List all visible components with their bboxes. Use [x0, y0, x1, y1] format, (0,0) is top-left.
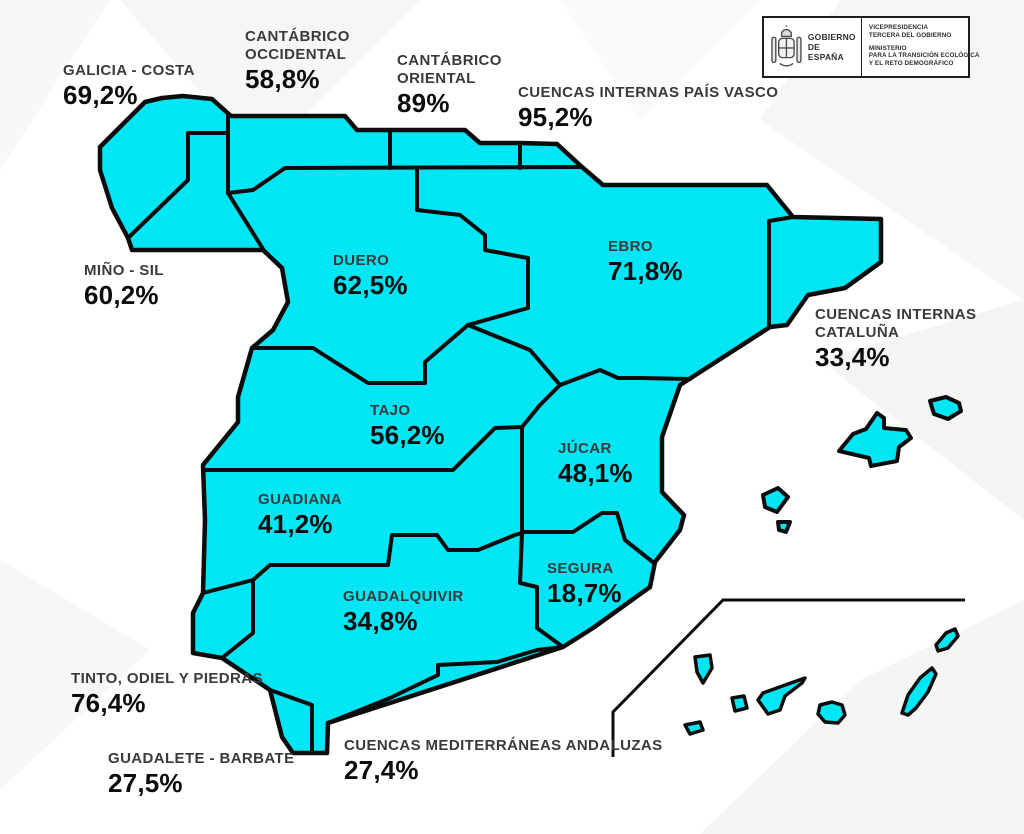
border-ebro-cataluna	[767, 215, 795, 327]
basin-value: 62,5%	[333, 270, 408, 300]
island-la-palma	[693, 653, 714, 685]
basin-value: 95,2%	[518, 102, 593, 132]
basin-value: 27,5%	[108, 768, 183, 798]
border-segura-guadalquivir	[518, 531, 565, 649]
border-guadiana-guadalquivir	[268, 531, 524, 567]
basin-label-guadiana: GUADIANA 41,2%	[258, 491, 342, 538]
basin-name: CUENCAS MEDITERRÁNEAS ANDALUZAS	[344, 737, 663, 754]
gobierno-text: GOBIERNO DE ESPAÑA	[808, 32, 857, 62]
border-tajo-jucar	[520, 383, 562, 534]
basin-name: GALICIA - COSTA	[63, 62, 195, 79]
border-galicia-costa	[126, 113, 230, 240]
ministry-text: VICEPRESIDENCIA TERCERA DEL GOBIERNO MIN…	[862, 18, 984, 76]
island-mallorca	[837, 411, 913, 468]
basin-borders	[126, 113, 795, 755]
basin-label-cataluna: CUENCAS INTERNAS CATALUÑA 33,4%	[815, 306, 976, 371]
basin-name: CUENCAS INTERNAS PAÍS VASCO	[518, 84, 779, 101]
basin-value: 48,1%	[558, 458, 633, 488]
basin-value: 33,4%	[815, 342, 890, 372]
border-jucar-segura	[520, 511, 656, 565]
island-fuerteventura	[900, 666, 938, 717]
basin-name: CANTÁBRICO OCCIDENTAL	[245, 28, 350, 63]
border-tajo-guadiana	[201, 425, 524, 472]
basin-value: 76,4%	[71, 688, 146, 718]
peninsula-outline	[97, 93, 884, 756]
basin-value: 18,7%	[547, 578, 622, 608]
dept-line: Y EL RETO DEMOGRÁFICO	[868, 60, 954, 68]
island-la-gomera	[730, 694, 749, 713]
basin-label-mediterraneas-andaluzas: CUENCAS MEDITERRÁNEAS ANDALUZAS 27,4%	[344, 737, 663, 784]
basin-name: JÚCAR	[558, 440, 612, 457]
border-duero-tajo	[250, 323, 470, 385]
basin-label-cantabrico-oriental: CANTÁBRICO ORIENTAL 89%	[397, 52, 502, 117]
basin-label-tinto-odiel-piedras: TINTO, ODIEL Y PIEDRAS 76,4%	[71, 670, 263, 717]
basin-label-segura: SEGURA 18,7%	[547, 560, 622, 607]
basin-value: 58,8%	[245, 64, 320, 94]
island-lanzarote	[934, 627, 960, 653]
basin-label-cantabrico-occidental: CANTÁBRICO OCCIDENTAL 58,8%	[245, 28, 350, 93]
basin-value: 60,2%	[84, 280, 159, 310]
basin-name: CUENCAS INTERNAS CATALUÑA	[815, 306, 977, 341]
basin-label-ebro: EBRO 71,8%	[608, 238, 683, 285]
canary-islands	[683, 627, 960, 736]
basin-name: DUERO	[333, 252, 390, 269]
basin-label-jucar: JÚCAR 48,1%	[558, 440, 633, 487]
basin-value: 71,8%	[608, 256, 683, 286]
dept-line: PARA LA TRANSICIÓN ECOLÓGICA	[868, 52, 980, 60]
basin-name: MIÑO - SIL	[84, 262, 164, 279]
basin-value: 27,4%	[344, 755, 419, 785]
basin-value: 34,8%	[343, 606, 418, 636]
border-mino-duero	[226, 191, 265, 251]
basin-label-mino-sil: MIÑO - SIL 60,2%	[84, 262, 164, 309]
logo-left-cell: GOBIERNO DE ESPAÑA	[764, 18, 862, 76]
basin-name: CANTÁBRICO ORIENTAL	[397, 52, 502, 87]
canary-inset-frame	[611, 598, 965, 757]
basin-value: 89%	[397, 88, 450, 118]
border-tinto-odiel	[201, 563, 272, 660]
basin-name: TINTO, ODIEL Y PIEDRAS	[71, 670, 263, 687]
basin-value: 69,2%	[63, 80, 138, 110]
gobierno-line-1: GOBIERNO	[807, 32, 856, 42]
basin-label-tajo: TAJO 56,2%	[370, 402, 445, 449]
basin-label-galicia-costa: GALICIA - COSTA 69,2%	[63, 62, 195, 109]
basin-label-pais-vasco: CUENCAS INTERNAS PAÍS VASCO 95,2%	[518, 84, 778, 131]
basin-name: GUADIANA	[258, 491, 343, 508]
gobierno-espana-logo: GOBIERNO DE ESPAÑA VICEPRESIDENCIA TERCE…	[762, 16, 979, 78]
basin-label-duero: DUERO 62,5%	[333, 252, 408, 299]
island-tenerife	[756, 676, 807, 716]
border-cantabrico-south	[226, 165, 584, 195]
basin-value: 41,2%	[258, 509, 333, 539]
island-ibiza	[761, 486, 790, 514]
spain-coat-of-arms-icon	[771, 25, 802, 67]
dept-line: TERCERA DEL GOBIERNO	[868, 31, 952, 39]
gobierno-line-2: DE ESPAÑA	[807, 42, 844, 62]
dept-line: VICEPRESIDENCIA	[868, 24, 929, 31]
border-duero-ebro	[415, 166, 530, 327]
island-gran-canaria	[816, 700, 847, 725]
basin-name: SEGURA	[547, 560, 614, 577]
dept-line: MINISTERIO	[868, 44, 907, 52]
basin-value: 56,2%	[370, 420, 445, 450]
balearic-islands	[761, 395, 963, 534]
basin-label-guadalquivir: GUADALQUIVIR 34,8%	[343, 588, 464, 635]
basin-name: TAJO	[370, 402, 411, 419]
island-formentera	[776, 520, 792, 534]
basin-name: GUADALQUIVIR	[343, 588, 464, 605]
border-ebro-south	[466, 323, 692, 387]
basin-name: EBRO	[608, 238, 653, 255]
island-menorca	[928, 395, 963, 421]
basin-name: GUADALETE - BARBATE	[108, 750, 295, 767]
island-el-hierro	[683, 720, 705, 736]
border-mediterraneas	[326, 645, 565, 725]
basin-label-guadalete-barbate: GUADALETE - BARBATE 27,5%	[108, 750, 294, 797]
border-guadalete	[268, 688, 314, 755]
